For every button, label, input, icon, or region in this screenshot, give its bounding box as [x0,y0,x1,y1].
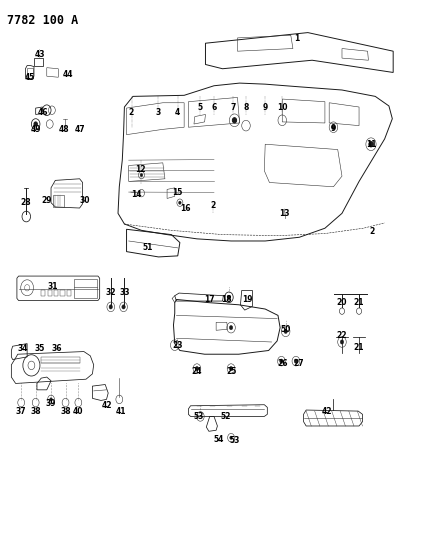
Text: 16: 16 [180,204,190,213]
Text: 30: 30 [80,196,90,205]
Circle shape [230,436,232,439]
Text: 11: 11 [367,140,377,149]
Text: 39: 39 [46,399,56,408]
Text: 25: 25 [226,367,236,376]
Text: 52: 52 [221,412,231,421]
Circle shape [178,201,181,204]
Circle shape [227,295,231,300]
Circle shape [140,173,143,176]
Circle shape [369,142,373,147]
Text: 50: 50 [280,325,291,334]
Text: 38: 38 [30,407,41,416]
Text: 42: 42 [322,407,332,416]
Text: 3: 3 [155,108,160,117]
Text: 21: 21 [354,298,364,307]
Text: 35: 35 [35,344,45,353]
Circle shape [340,340,344,344]
Text: 53: 53 [194,412,204,421]
Text: 2: 2 [128,108,134,117]
Text: 8: 8 [243,102,249,111]
Circle shape [294,359,297,364]
Circle shape [109,305,113,309]
Text: 9: 9 [262,102,268,111]
Text: 32: 32 [106,287,116,296]
Circle shape [232,118,237,123]
Text: 40: 40 [73,407,83,416]
Text: 22: 22 [337,331,347,340]
Text: 28: 28 [20,198,31,207]
Text: 31: 31 [48,282,58,291]
Text: 1: 1 [294,35,300,44]
Text: 29: 29 [42,196,52,205]
Text: 41: 41 [116,407,126,416]
Circle shape [50,398,52,401]
Text: 2: 2 [211,201,216,210]
Text: 26: 26 [277,359,288,368]
Circle shape [357,308,362,314]
Text: 42: 42 [101,401,112,410]
Text: 4: 4 [175,108,180,117]
Circle shape [122,305,125,309]
Text: 17: 17 [205,295,215,304]
Text: 44: 44 [63,70,73,78]
Text: 43: 43 [35,51,45,59]
Text: 21: 21 [354,343,364,352]
Text: 33: 33 [120,287,131,296]
Text: 15: 15 [172,188,183,197]
Text: 9: 9 [331,124,336,133]
Circle shape [339,308,345,314]
Text: 49: 49 [30,125,41,134]
Text: 48: 48 [59,125,69,134]
Text: 27: 27 [293,359,304,368]
Text: 2: 2 [369,228,374,237]
Circle shape [34,122,37,126]
Text: 5: 5 [198,102,203,111]
Text: 12: 12 [135,165,146,174]
Text: 24: 24 [192,367,202,376]
Text: 7: 7 [231,102,236,111]
Text: 14: 14 [131,190,142,199]
Circle shape [229,326,233,330]
Text: 23: 23 [172,341,183,350]
Text: 45: 45 [24,73,35,82]
Circle shape [280,359,283,364]
Text: 54: 54 [214,435,224,444]
Circle shape [332,125,335,130]
Text: 10: 10 [277,102,288,111]
Text: 20: 20 [337,298,347,307]
Text: 46: 46 [37,108,48,117]
Circle shape [284,329,287,334]
Circle shape [195,367,199,370]
Text: 7782 100 A: 7782 100 A [7,14,78,27]
Text: 47: 47 [74,125,85,134]
Text: 13: 13 [279,209,290,218]
Circle shape [229,367,233,370]
Text: 19: 19 [242,295,253,304]
Text: 34: 34 [18,344,28,353]
Text: 53: 53 [229,437,240,446]
Text: 18: 18 [221,295,232,304]
Text: 6: 6 [211,102,217,111]
Text: 38: 38 [60,407,71,416]
Text: 51: 51 [143,244,153,253]
Text: 37: 37 [16,407,27,416]
Text: 36: 36 [52,344,62,353]
